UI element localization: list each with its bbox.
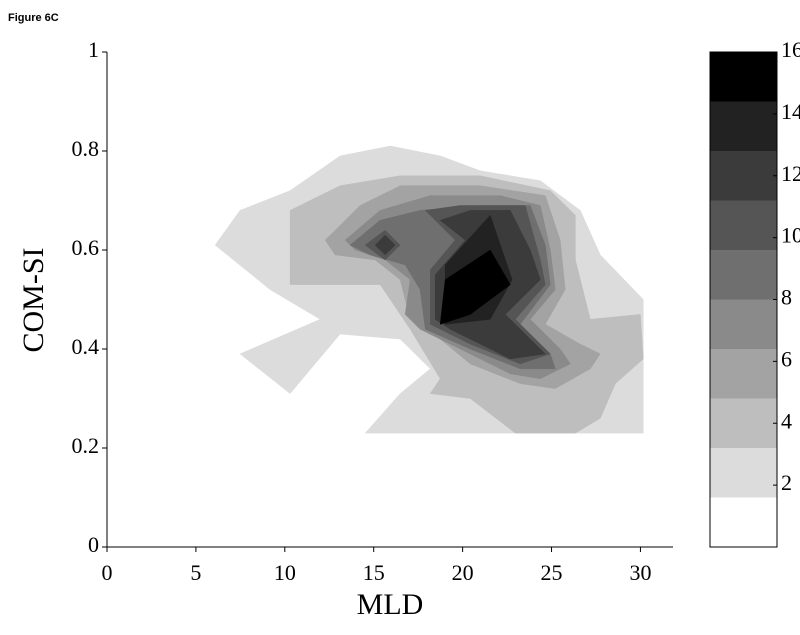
chart-title: Figure 6C xyxy=(8,12,59,24)
contour-region xyxy=(374,234,396,256)
contour-region xyxy=(439,249,511,325)
colorbar-band xyxy=(710,101,777,151)
colorbar-band xyxy=(710,398,777,448)
x-tick-label: 15 xyxy=(363,560,385,585)
x-tick-label: 10 xyxy=(274,560,296,585)
y-tick-label: 0.8 xyxy=(72,136,100,161)
colorbar-band xyxy=(710,448,777,498)
y-tick-label: 1 xyxy=(88,37,99,62)
colorbar-band xyxy=(710,250,777,300)
colorbar: 2 4 6 8 10 12 14 16 xyxy=(709,37,800,548)
colorbar-tick-label: 14 xyxy=(781,99,800,124)
y-tick-label: 0.2 xyxy=(72,433,100,458)
colorbar-band xyxy=(710,299,777,349)
y-axis-label: COM-SI xyxy=(17,247,50,352)
y-tick-label: 0 xyxy=(88,532,99,557)
y-tick-label: 0.4 xyxy=(72,334,100,359)
colorbar-tick-label: 2 xyxy=(781,470,792,495)
colorbar-band xyxy=(710,497,777,547)
x-tick-label: 30 xyxy=(629,560,651,585)
x-axis-label: MLD xyxy=(357,588,424,621)
colorbar-tick-label: 6 xyxy=(781,346,792,371)
colorbar-tick-label: 12 xyxy=(781,161,800,186)
colorbar-tick-label: 10 xyxy=(781,223,800,248)
colorbar-band xyxy=(710,52,777,102)
colorbar-tick-label: 4 xyxy=(781,408,792,433)
colorbar-band xyxy=(710,151,777,201)
x-tick-label: 20 xyxy=(452,560,474,585)
x-tick-label: 25 xyxy=(541,560,563,585)
colorbar-band xyxy=(710,200,777,250)
plot-area xyxy=(214,145,644,434)
axes: 0 5 10 15 20 25 30 0 0.2 0.4 0.6 0.8 1 xyxy=(72,37,673,585)
colorbar-band xyxy=(710,349,777,399)
x-tick-label: 0 xyxy=(102,560,113,585)
x-tick-label: 5 xyxy=(190,560,201,585)
colorbar-tick-label: 8 xyxy=(781,285,792,310)
colorbar-tick-label: 16 xyxy=(781,37,800,62)
y-tick-label: 0.6 xyxy=(72,235,100,260)
